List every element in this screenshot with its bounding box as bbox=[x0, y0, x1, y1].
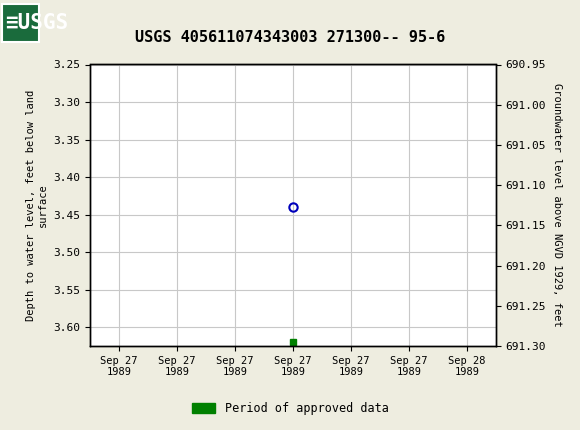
Legend: Period of approved data: Period of approved data bbox=[187, 397, 393, 420]
FancyBboxPatch shape bbox=[2, 3, 39, 42]
Y-axis label: Groundwater level above NGVD 1929, feet: Groundwater level above NGVD 1929, feet bbox=[552, 83, 561, 327]
Text: USGS 405611074343003 271300-- 95-6: USGS 405611074343003 271300-- 95-6 bbox=[135, 30, 445, 45]
Y-axis label: Depth to water level, feet below land
surface: Depth to water level, feet below land su… bbox=[26, 90, 48, 321]
Text: ≡USGS: ≡USGS bbox=[5, 12, 68, 33]
